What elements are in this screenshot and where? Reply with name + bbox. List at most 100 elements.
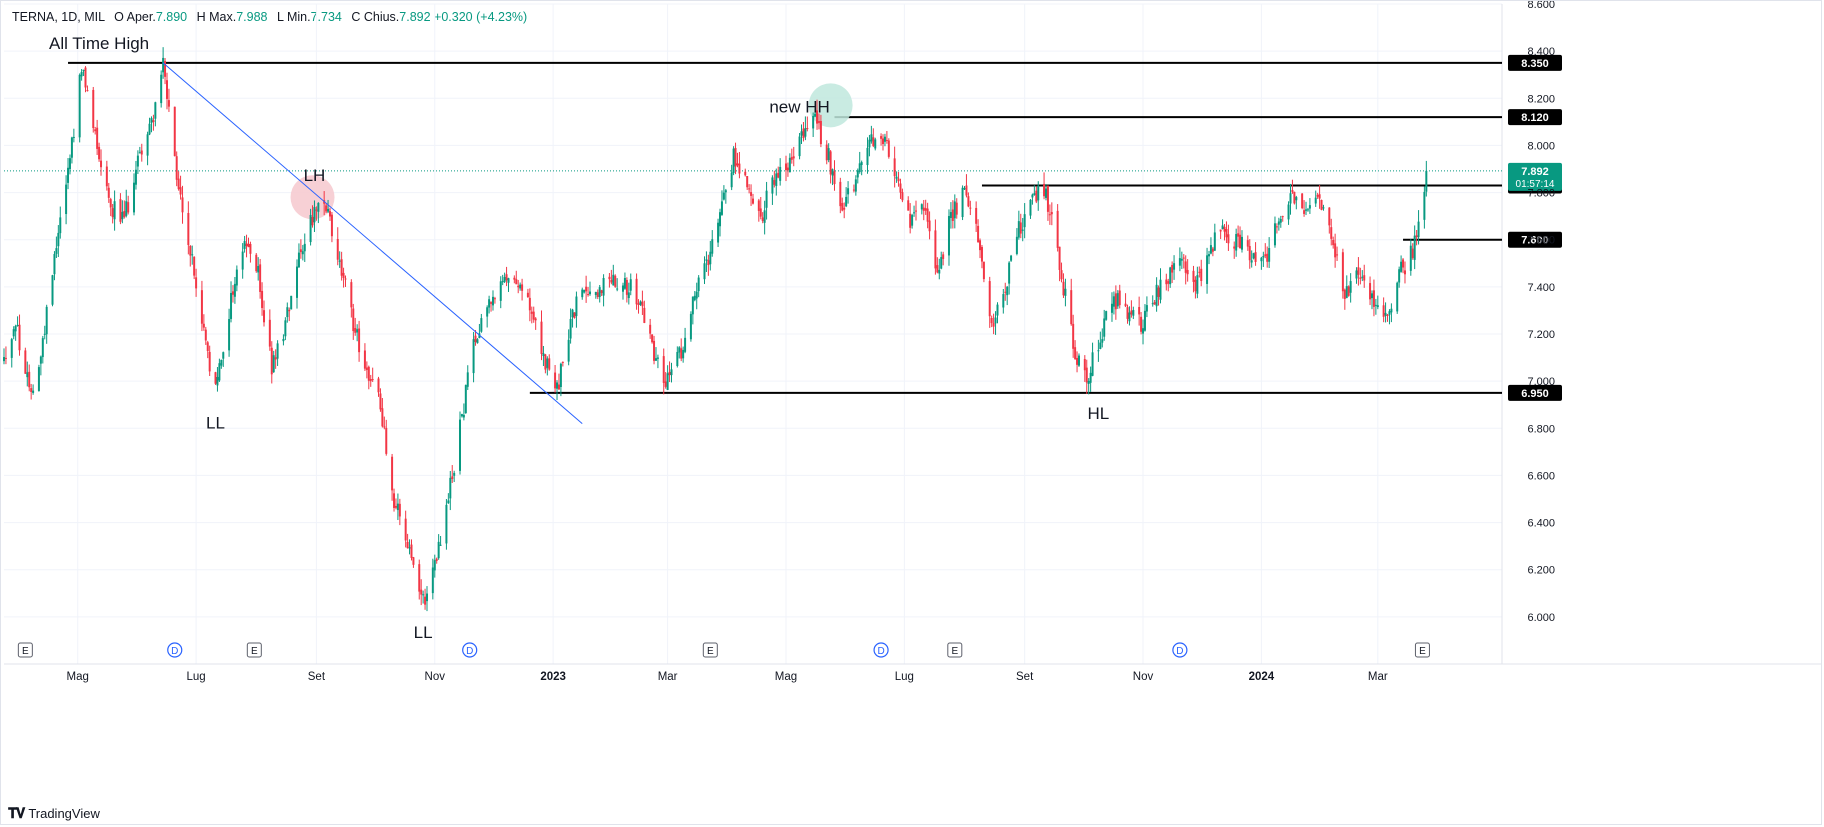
candle-body <box>202 323 205 328</box>
candle-body <box>697 277 700 292</box>
candle-body <box>177 178 180 190</box>
earnings-marker[interactable]: E <box>1414 642 1430 658</box>
candle-body <box>1281 216 1284 218</box>
earnings-marker[interactable]: E <box>702 642 718 658</box>
candle-body <box>1308 205 1311 209</box>
candle-body <box>1145 305 1148 312</box>
candle-body <box>629 279 632 291</box>
candle-body <box>1343 289 1346 299</box>
candle-body <box>738 163 741 174</box>
candle-body <box>528 297 531 311</box>
candle-body <box>127 202 130 213</box>
annotation-label: LL <box>206 413 225 432</box>
candle-body <box>1169 267 1172 285</box>
earnings-marker[interactable]: E <box>17 642 33 658</box>
candle-body <box>1295 197 1298 201</box>
candle-body <box>30 388 33 392</box>
candle-body <box>358 328 361 353</box>
candle-body <box>1411 248 1414 258</box>
event-marker-letter: E <box>707 646 714 657</box>
current-price-label: 7.892 <box>1521 166 1549 178</box>
candle-body <box>490 302 493 304</box>
candle-body <box>505 274 508 281</box>
event-marker-letter: E <box>951 646 958 657</box>
candle-body <box>914 210 917 212</box>
candle-body <box>709 251 712 265</box>
candle-body <box>491 296 494 306</box>
candle-body <box>350 282 353 308</box>
candle-body <box>1413 235 1416 260</box>
candle-body <box>1050 212 1053 215</box>
candle-body <box>812 115 815 129</box>
level-price-tag <box>1508 384 1562 401</box>
candle-body <box>1089 372 1092 383</box>
price-tick-label: 6.600 <box>1527 470 1555 482</box>
candle-body <box>179 187 182 195</box>
candle-body <box>435 558 438 561</box>
candle-body <box>1192 270 1195 282</box>
candle-body <box>191 254 194 256</box>
candle-body <box>1142 328 1145 334</box>
candle-body <box>567 339 570 362</box>
candle-body <box>546 358 549 368</box>
candle-body <box>664 381 667 387</box>
level-price-label: 7.600 <box>1521 235 1549 247</box>
candle-body <box>1246 240 1249 247</box>
price-tick-label: 8.000 <box>1527 140 1555 152</box>
candle-body <box>474 335 477 342</box>
candle-body <box>1369 283 1372 300</box>
candle-body <box>1425 170 1428 192</box>
candle-body <box>625 279 628 295</box>
candle-body <box>1332 240 1335 246</box>
candle-body <box>363 350 366 369</box>
candle-body <box>193 256 196 276</box>
candle-body <box>1372 290 1375 307</box>
candle-body <box>394 505 397 508</box>
earnings-icon <box>947 642 963 658</box>
dividend-marker[interactable]: D <box>462 642 478 658</box>
earnings-icon <box>17 642 33 658</box>
candle-body <box>883 136 886 142</box>
dividend-marker[interactable]: D <box>167 642 183 658</box>
candle-body <box>819 120 822 145</box>
trendline-layer[interactable] <box>162 62 583 424</box>
candle-body <box>1248 246 1251 261</box>
candle-body <box>1064 288 1067 296</box>
symbol-info[interactable]: TERNA, 1D, MIL <box>12 10 105 24</box>
candle-body <box>719 212 722 227</box>
earnings-marker[interactable]: E <box>246 642 262 658</box>
dividend-marker[interactable]: D <box>873 642 889 658</box>
candle-body <box>907 200 910 211</box>
tradingview-brand[interactable]: 𝐓𝐕 TradingView <box>8 805 100 822</box>
time-axis[interactable]: Mag Lug Set Nov 2023 Mar Mag Lug Set Nov 2024 Mar <box>67 671 1388 683</box>
candle-body <box>703 263 706 280</box>
candle-body <box>1260 257 1263 262</box>
candle-body <box>1314 197 1317 204</box>
earnings-marker[interactable]: E <box>947 642 963 658</box>
level-price-label: 8.350 <box>1521 58 1549 70</box>
candle-body <box>556 382 559 389</box>
candle-body <box>1400 261 1403 272</box>
candle-body <box>1132 309 1135 316</box>
candle-body <box>653 340 656 361</box>
level-price-tag <box>1508 109 1562 126</box>
candle-body <box>412 557 415 565</box>
candle-body <box>1196 275 1199 294</box>
candle-body <box>218 363 221 381</box>
candle-body <box>1403 270 1406 275</box>
candle-body <box>757 200 760 211</box>
candle-body <box>689 313 692 340</box>
price-axis[interactable]: 8.3508.1207.8307.6006.9507.89201:57:148.… <box>1508 0 1562 624</box>
candle-body <box>1275 226 1278 228</box>
highlight-circle <box>290 175 335 220</box>
candle-body <box>1048 214 1051 216</box>
candle-body <box>1008 262 1011 284</box>
candle-body <box>788 157 791 173</box>
price-tick-label: 7.600 <box>1527 235 1555 247</box>
candle-body <box>949 212 952 219</box>
dividend-marker[interactable]: D <box>1172 642 1188 658</box>
candle-body <box>1194 279 1197 292</box>
candle-body <box>1336 254 1339 256</box>
